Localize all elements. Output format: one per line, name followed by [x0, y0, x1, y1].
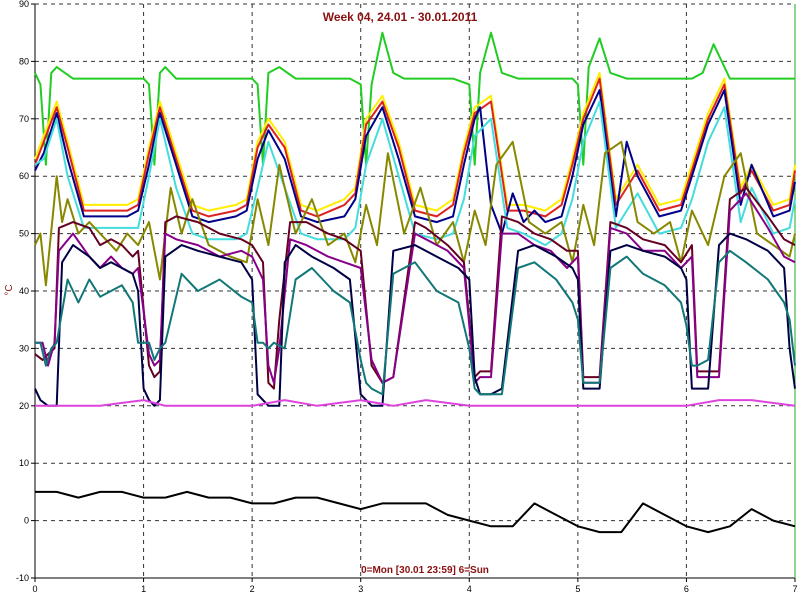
y-tick-label: 60 [19, 171, 29, 181]
x-tick-label: 3 [358, 584, 363, 594]
y-tick-label: 20 [19, 401, 29, 411]
y-tick-label: 50 [19, 229, 29, 239]
series-line-10 [35, 249, 796, 396]
series-line-6 [34, 140, 796, 287]
series-line-12 [35, 490, 796, 534]
series-line-8 [35, 192, 796, 384]
x-tick-labels: 0 1 2 3 4 5 6 7 [32, 584, 797, 594]
y-tick-labels: -10 0 10 20 30 40 50 60 70 80 90 [16, 0, 29, 583]
chart-title: Week 04, 24.01 - 30.01.2011 [323, 10, 478, 24]
series-line-4 [34, 89, 796, 235]
series-line-3 [34, 77, 796, 218]
x-tick-label: 7 [792, 584, 797, 594]
y-tick-label: 40 [19, 286, 29, 296]
x-tick-label: 6 [684, 584, 689, 594]
y-tick-label: 70 [19, 114, 29, 124]
y-tick-label: 90 [19, 0, 29, 9]
x-axis-label: 0=Mon [30.01 23:59] 6=Sun [361, 565, 489, 576]
y-tick-label: 80 [19, 56, 29, 66]
series-line-5 [34, 100, 796, 247]
x-tick-label: 1 [141, 584, 146, 594]
y-tick-label: -10 [16, 573, 29, 583]
x-tick-label: 4 [467, 584, 472, 594]
y-tick-label: 0 [24, 516, 29, 526]
x-tick-label: 0 [32, 584, 37, 594]
y-axis-label: °C [4, 284, 15, 295]
y-tick-label: 10 [19, 458, 29, 468]
axes [31, 3, 796, 582]
y-tick-label: 30 [19, 343, 29, 353]
series-line-9 [34, 232, 796, 407]
series-lines [34, 31, 796, 534]
series-line-11 [35, 399, 796, 407]
series-line-1 [34, 31, 795, 166]
x-tick-label: 5 [575, 584, 580, 594]
x-tick-label: 2 [250, 584, 255, 594]
series-line-2 [34, 71, 796, 212]
